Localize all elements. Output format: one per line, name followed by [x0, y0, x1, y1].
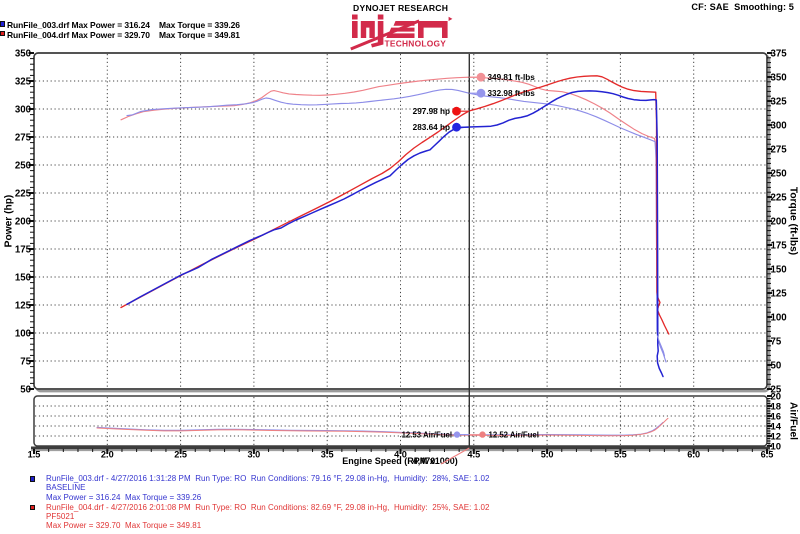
svg-text:18: 18	[771, 402, 782, 413]
svg-text:TECHNOLOGY: TECHNOLOGY	[385, 38, 447, 48]
svg-text:250: 250	[15, 161, 31, 172]
svg-text:300: 300	[771, 121, 787, 132]
svg-text:25: 25	[771, 385, 782, 396]
svg-text:5.5: 5.5	[614, 450, 627, 460]
svg-text:2.5: 2.5	[174, 450, 187, 460]
svg-text:225: 225	[771, 193, 788, 204]
svg-text:350: 350	[771, 73, 787, 84]
svg-text:350: 350	[15, 49, 31, 60]
svg-text:300: 300	[15, 105, 31, 116]
svg-text:100: 100	[771, 313, 787, 324]
svg-text:12: 12	[771, 432, 782, 443]
svg-text:3.0: 3.0	[248, 450, 261, 460]
svg-text:100: 100	[15, 329, 31, 340]
svg-text:4,470: 4,470	[413, 456, 436, 466]
svg-text:375: 375	[771, 49, 788, 60]
svg-text:4.0: 4.0	[394, 450, 407, 460]
svg-text:12.53 Air/Fuel: 12.53 Air/Fuel	[402, 430, 452, 439]
svg-text:275: 275	[771, 145, 788, 156]
svg-text:275: 275	[15, 133, 32, 144]
svg-text:4.5: 4.5	[467, 450, 480, 460]
svg-text:50: 50	[20, 385, 31, 396]
svg-text:283.64 hp: 283.64 hp	[413, 123, 450, 132]
svg-text:10: 10	[771, 442, 782, 453]
svg-text:75: 75	[20, 357, 31, 368]
svg-text:175: 175	[771, 241, 788, 252]
svg-text:250: 250	[771, 169, 787, 180]
svg-text:150: 150	[771, 265, 787, 276]
svg-text:14: 14	[771, 422, 782, 433]
svg-text:200: 200	[771, 217, 787, 228]
svg-text:297.98 hp: 297.98 hp	[413, 107, 450, 116]
svg-text:125: 125	[771, 289, 788, 300]
svg-text:75: 75	[771, 337, 782, 348]
svg-text:Torque (ft-lbs): Torque (ft-lbs)	[788, 187, 799, 255]
svg-text:6.0: 6.0	[687, 450, 700, 460]
svg-text:325: 325	[771, 97, 788, 108]
svg-text:50: 50	[771, 361, 782, 372]
svg-text:3.5: 3.5	[321, 450, 334, 460]
svg-text:Engine Speed (RPM x1000): Engine Speed (RPM x1000)	[342, 456, 458, 466]
svg-text:325: 325	[15, 77, 32, 88]
svg-text:6.5: 6.5	[761, 450, 774, 460]
svg-text:5.0: 5.0	[541, 450, 554, 460]
svg-text:150: 150	[15, 273, 31, 284]
svg-text:1.5: 1.5	[28, 450, 41, 460]
svg-text:Power (hp): Power (hp)	[4, 195, 15, 248]
svg-text:12.52 Air/Fuel: 12.52 Air/Fuel	[489, 430, 539, 439]
svg-text:200: 200	[15, 217, 31, 228]
svg-text:349.81 ft-lbs: 349.81 ft-lbs	[488, 73, 536, 82]
svg-text:125: 125	[15, 301, 32, 312]
svg-text:175: 175	[15, 245, 32, 256]
svg-text:225: 225	[15, 189, 32, 200]
svg-text:20: 20	[771, 392, 782, 403]
svg-text:332.98 ft-lbs: 332.98 ft-lbs	[488, 89, 536, 98]
svg-text:Air/Fuel: Air/Fuel	[788, 402, 799, 440]
svg-text:2.0: 2.0	[101, 450, 114, 460]
svg-text:16: 16	[771, 412, 782, 423]
